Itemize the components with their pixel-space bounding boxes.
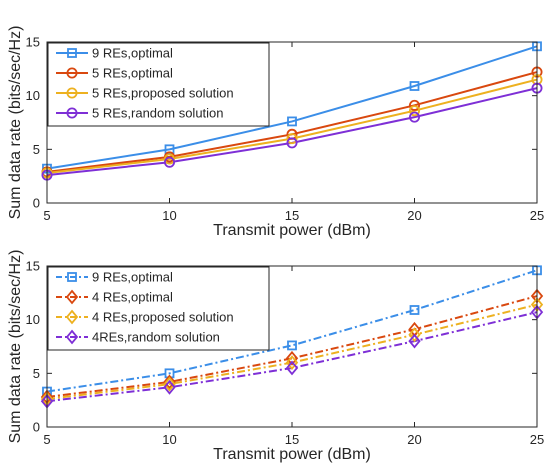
data-point-s4-3 (285, 360, 299, 376)
legend-item: 4REs,random solution (56, 330, 220, 345)
y-tick-label: 0 (33, 196, 40, 211)
data-point-s1-3 (287, 116, 297, 127)
y-tick-label: 0 (33, 420, 40, 435)
legend-label: 5 REs,optimal (92, 66, 173, 81)
series-line-2 (46, 295, 538, 398)
legend-item: 5 REs,optimal (56, 66, 173, 81)
legend-label: 4REs,random solution (92, 330, 220, 345)
legend-marker (66, 107, 78, 119)
data-point-s1-2 (164, 144, 175, 155)
legend-item: 9 REs,optimal (56, 270, 173, 285)
data-point-s2-2 (163, 374, 176, 390)
series-line-1 (46, 269, 538, 393)
data-point-s2-4 (408, 99, 420, 111)
legend-marker (67, 48, 77, 58)
x-tick-label: 20 (407, 432, 421, 447)
data-point-s4-2 (163, 156, 175, 168)
y-tick-label: 10 (26, 312, 40, 327)
x-tick-label: 15 (285, 432, 299, 447)
legend: 9 REs,optimal 4 REs,optimal 4 REs,proposed… (47, 266, 270, 351)
data-point-s4-2 (163, 379, 176, 395)
y-tick-label: 10 (26, 88, 40, 103)
data-point-s1-4 (409, 81, 420, 91)
legend-label: 9 REs,optimal (92, 46, 173, 61)
data-point-s3-4 (408, 327, 421, 343)
y-axis-title: Sum data rate (bits/sec/Hz) (7, 26, 24, 220)
y-tick-label: 15 (26, 35, 40, 50)
data-point-s4-4 (408, 111, 420, 123)
x-tick-label: 5 (43, 208, 50, 223)
legend-item: 5 REs,random solution (56, 106, 224, 121)
legend-marker (66, 67, 78, 79)
legend-label: 5 REs,proposed solution (92, 86, 234, 101)
x-tick-label: 15 (285, 208, 299, 223)
legend-item: 5 REs,proposed solution (56, 86, 234, 101)
x-tick-label: 10 (162, 432, 176, 447)
data-point-s3-3 (285, 355, 299, 371)
legend-marker (65, 329, 79, 345)
data-point-s4-3 (286, 137, 298, 149)
legend-marker (66, 87, 78, 99)
data-point-s1-4 (409, 305, 420, 315)
y-tick-label: 5 (33, 366, 40, 381)
legend-item: 4 REs,optimal (56, 290, 173, 305)
x-tick-label: 25 (530, 432, 544, 447)
x-axis-title: Transmit power (dBm) (213, 446, 371, 463)
legend-item: 9 REs,optimal (56, 46, 173, 61)
legend: 9 REs,optimal 5 REs,optimal 5 REs,proposed… (47, 42, 270, 127)
y-tick-label: 5 (33, 142, 40, 157)
data-point-s3-3 (286, 133, 298, 145)
legend-item: 4 REs,proposed solution (56, 310, 234, 325)
legend-label: 4 REs,optimal (92, 290, 173, 305)
data-point-s1-3 (287, 340, 297, 351)
x-tick-label: 5 (43, 432, 50, 447)
legend-marker (65, 289, 79, 305)
data-point-s3-2 (163, 153, 175, 165)
x-axis-title: Transmit power (dBm) (213, 222, 371, 239)
legend-label: 4 REs,proposed solution (92, 310, 234, 325)
y-axis-title: Sum data rate (bits/sec/Hz) (7, 250, 24, 444)
y-tick-label: 15 (26, 259, 40, 274)
data-point-s4-4 (408, 333, 421, 349)
legend-marker (65, 309, 79, 325)
series-line-1 (46, 45, 538, 170)
x-tick-label: 25 (530, 208, 544, 223)
data-point-s3-4 (408, 105, 420, 117)
x-tick-label: 20 (407, 208, 421, 223)
data-point-s2-3 (285, 350, 299, 366)
x-tick-label: 10 (162, 208, 176, 223)
legend-label: 9 REs,optimal (92, 270, 173, 285)
legend-marker (67, 272, 77, 282)
data-point-s3-2 (163, 376, 176, 392)
legend-label: 5 REs,random solution (92, 106, 224, 121)
